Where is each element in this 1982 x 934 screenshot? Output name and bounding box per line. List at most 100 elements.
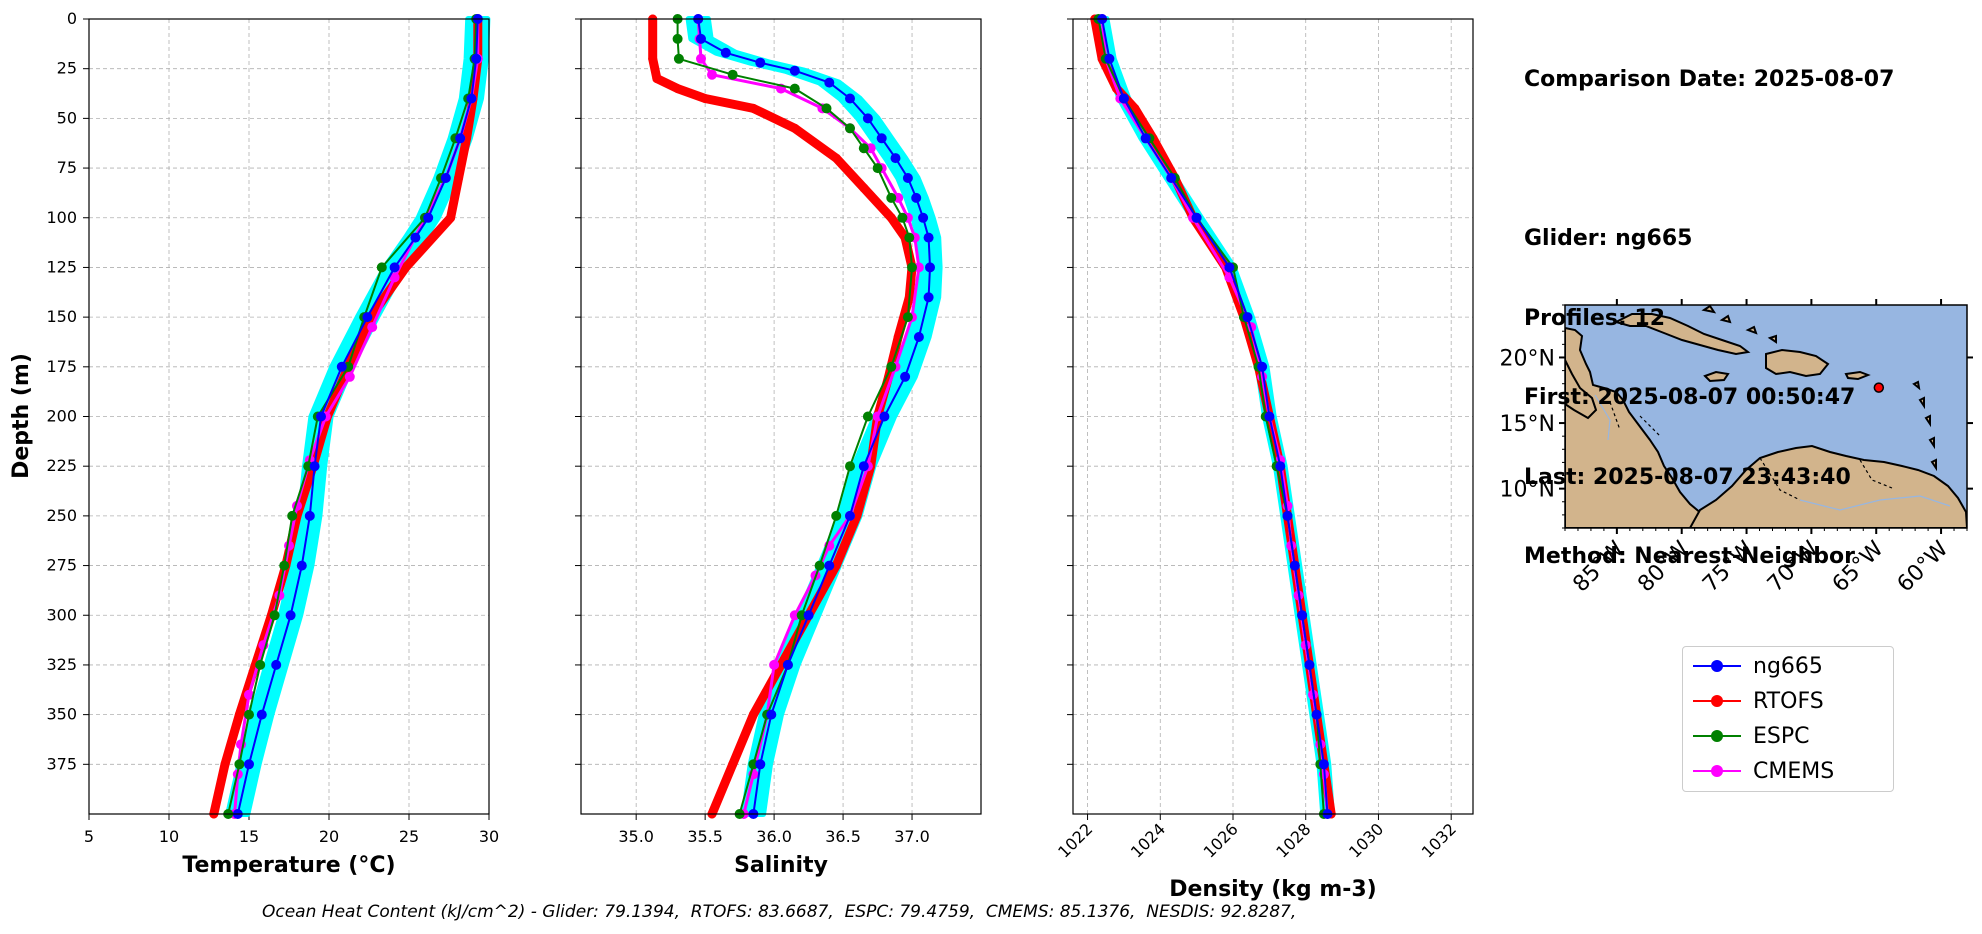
data-point-ng665 [309,461,320,472]
series-line-ng665 [1101,18,1329,815]
data-point-ng665 [410,232,421,243]
data-point-ng665 [466,93,477,104]
ocean-heat-content-caption: Ocean Heat Content (kJ/cm^2) - Glider: 7… [262,902,1297,922]
data-point-espc [234,759,245,770]
legend-label: ng665 [1753,653,1823,679]
map-lat-label: 10°N [1500,478,1555,503]
data-point-ng665 [696,33,706,44]
data-point-cmems [389,272,400,283]
data-point-rtofs [790,123,800,133]
data-point-ng665 [879,411,890,422]
data-point-ng665 [423,212,434,223]
data-point-espc [287,510,298,521]
data-point-espc [821,103,832,114]
data-point-cmems [707,69,717,80]
data-point-ng665 [1191,212,1202,223]
data-point-ng665 [1242,312,1253,323]
y-tick-label: 275 [46,556,77,575]
data-point-espc [727,69,738,80]
data-point-rtofs [728,759,738,769]
first-time: First: 2025-08-07 00:50:47 [1524,385,1856,410]
legend-swatch-cmems [1693,756,1741,786]
data-point-ng665 [1264,411,1275,422]
data-point-ng665 [440,173,451,183]
data-point-ng665 [858,461,869,472]
data-point-rtofs [831,561,841,571]
data-point-ng665 [471,53,482,64]
data-point-ng665 [755,759,766,770]
map-frame [1564,304,1968,529]
x-tick-label: 37.0 [894,827,930,846]
data-point-ng665 [923,232,934,243]
legend-item-rtofs: RTOFS [1693,686,1824,716]
data-point-espc [279,560,290,571]
data-point-ng665 [913,332,924,342]
data-point-ng665 [1118,93,1129,104]
data-point-ng665 [902,173,913,183]
y-tick-label: 0 [67,9,77,28]
x-tick-label: 1028 [1272,819,1314,861]
glider-name: Glider: ng665 [1524,226,1693,251]
data-point-ng665 [890,153,901,164]
data-point-rtofs [673,84,683,94]
legend-label: RTOFS [1753,688,1824,714]
data-point-rtofs [886,213,896,223]
legend-label: ESPC [1753,723,1810,749]
profile-count: Profiles: 12 [1524,305,1666,331]
data-point-rtofs [234,710,244,720]
data-point-ng665 [285,610,296,621]
data-point-ng665 [803,610,814,621]
data-point-cmems [789,610,800,621]
y-tick-label: 75 [57,158,77,177]
x-axis-label: Salinity [734,853,828,878]
plot-frame [88,18,490,815]
x-tick-label: 36.5 [825,827,861,846]
data-point-ng665 [296,560,307,571]
series-line-rtofs [209,14,483,819]
panel-salinity: 35.0 35.5 36.0 36.5 37.0 Salinity [575,14,982,878]
map-land-hispaniola [1765,348,1830,378]
method: Method: Nearest-Neighbor [1524,544,1855,569]
legend: ng665 RTOFS ESPC CMEMS [1682,646,1894,792]
data-point-espc [796,610,807,621]
comparison-date: Comparison Date: 2025-08-07 [1524,67,1895,92]
data-point-espc [748,759,759,770]
data-point-ng665 [876,133,887,144]
legend-swatch-espc [1693,721,1741,751]
x-tick-label: 1026 [1200,819,1242,861]
data-point-cmems [696,53,706,64]
data-point-espc [789,83,800,94]
map-land-lesser-antilles [1912,380,1937,472]
data-point-espc [255,659,266,670]
x-tick-label: 35.0 [618,827,654,846]
y-tick-label: 325 [46,655,77,674]
data-point-cmems [893,192,904,203]
info-block: Comparison Date: 2025-08-07 Glider: ng66… [1524,14,1894,597]
data-point-rtofs [748,710,758,720]
y-tick-label: 225 [46,456,77,475]
data-point-ng665 [316,411,326,422]
data-point-ng665 [1297,610,1308,621]
map-land-central-america [1565,326,1708,528]
x-tick-label: 1022 [1054,819,1096,861]
data-point-espc [673,53,684,64]
y-tick-label: 350 [46,705,77,724]
data-point-espc [845,461,855,472]
legend-item-cmems: CMEMS [1693,756,1834,786]
legend-item-espc: ESPC [1693,721,1810,751]
data-point-cmems [344,371,355,382]
x-tick-label: 1030 [1345,819,1387,861]
data-point-cmems [284,540,294,551]
plot-frame [580,18,982,815]
legend-label: CMEMS [1753,758,1835,784]
data-point-ng665 [244,759,254,770]
data-point-espc [897,212,908,223]
data-point-ng665 [862,113,873,124]
map-rivers [1594,394,1951,511]
data-point-ng665 [1289,560,1300,571]
data-point-rtofs [220,759,230,769]
map-land-puerto-rico [1844,370,1871,381]
data-point-ng665 [336,361,347,372]
data-point-cmems [865,143,876,154]
